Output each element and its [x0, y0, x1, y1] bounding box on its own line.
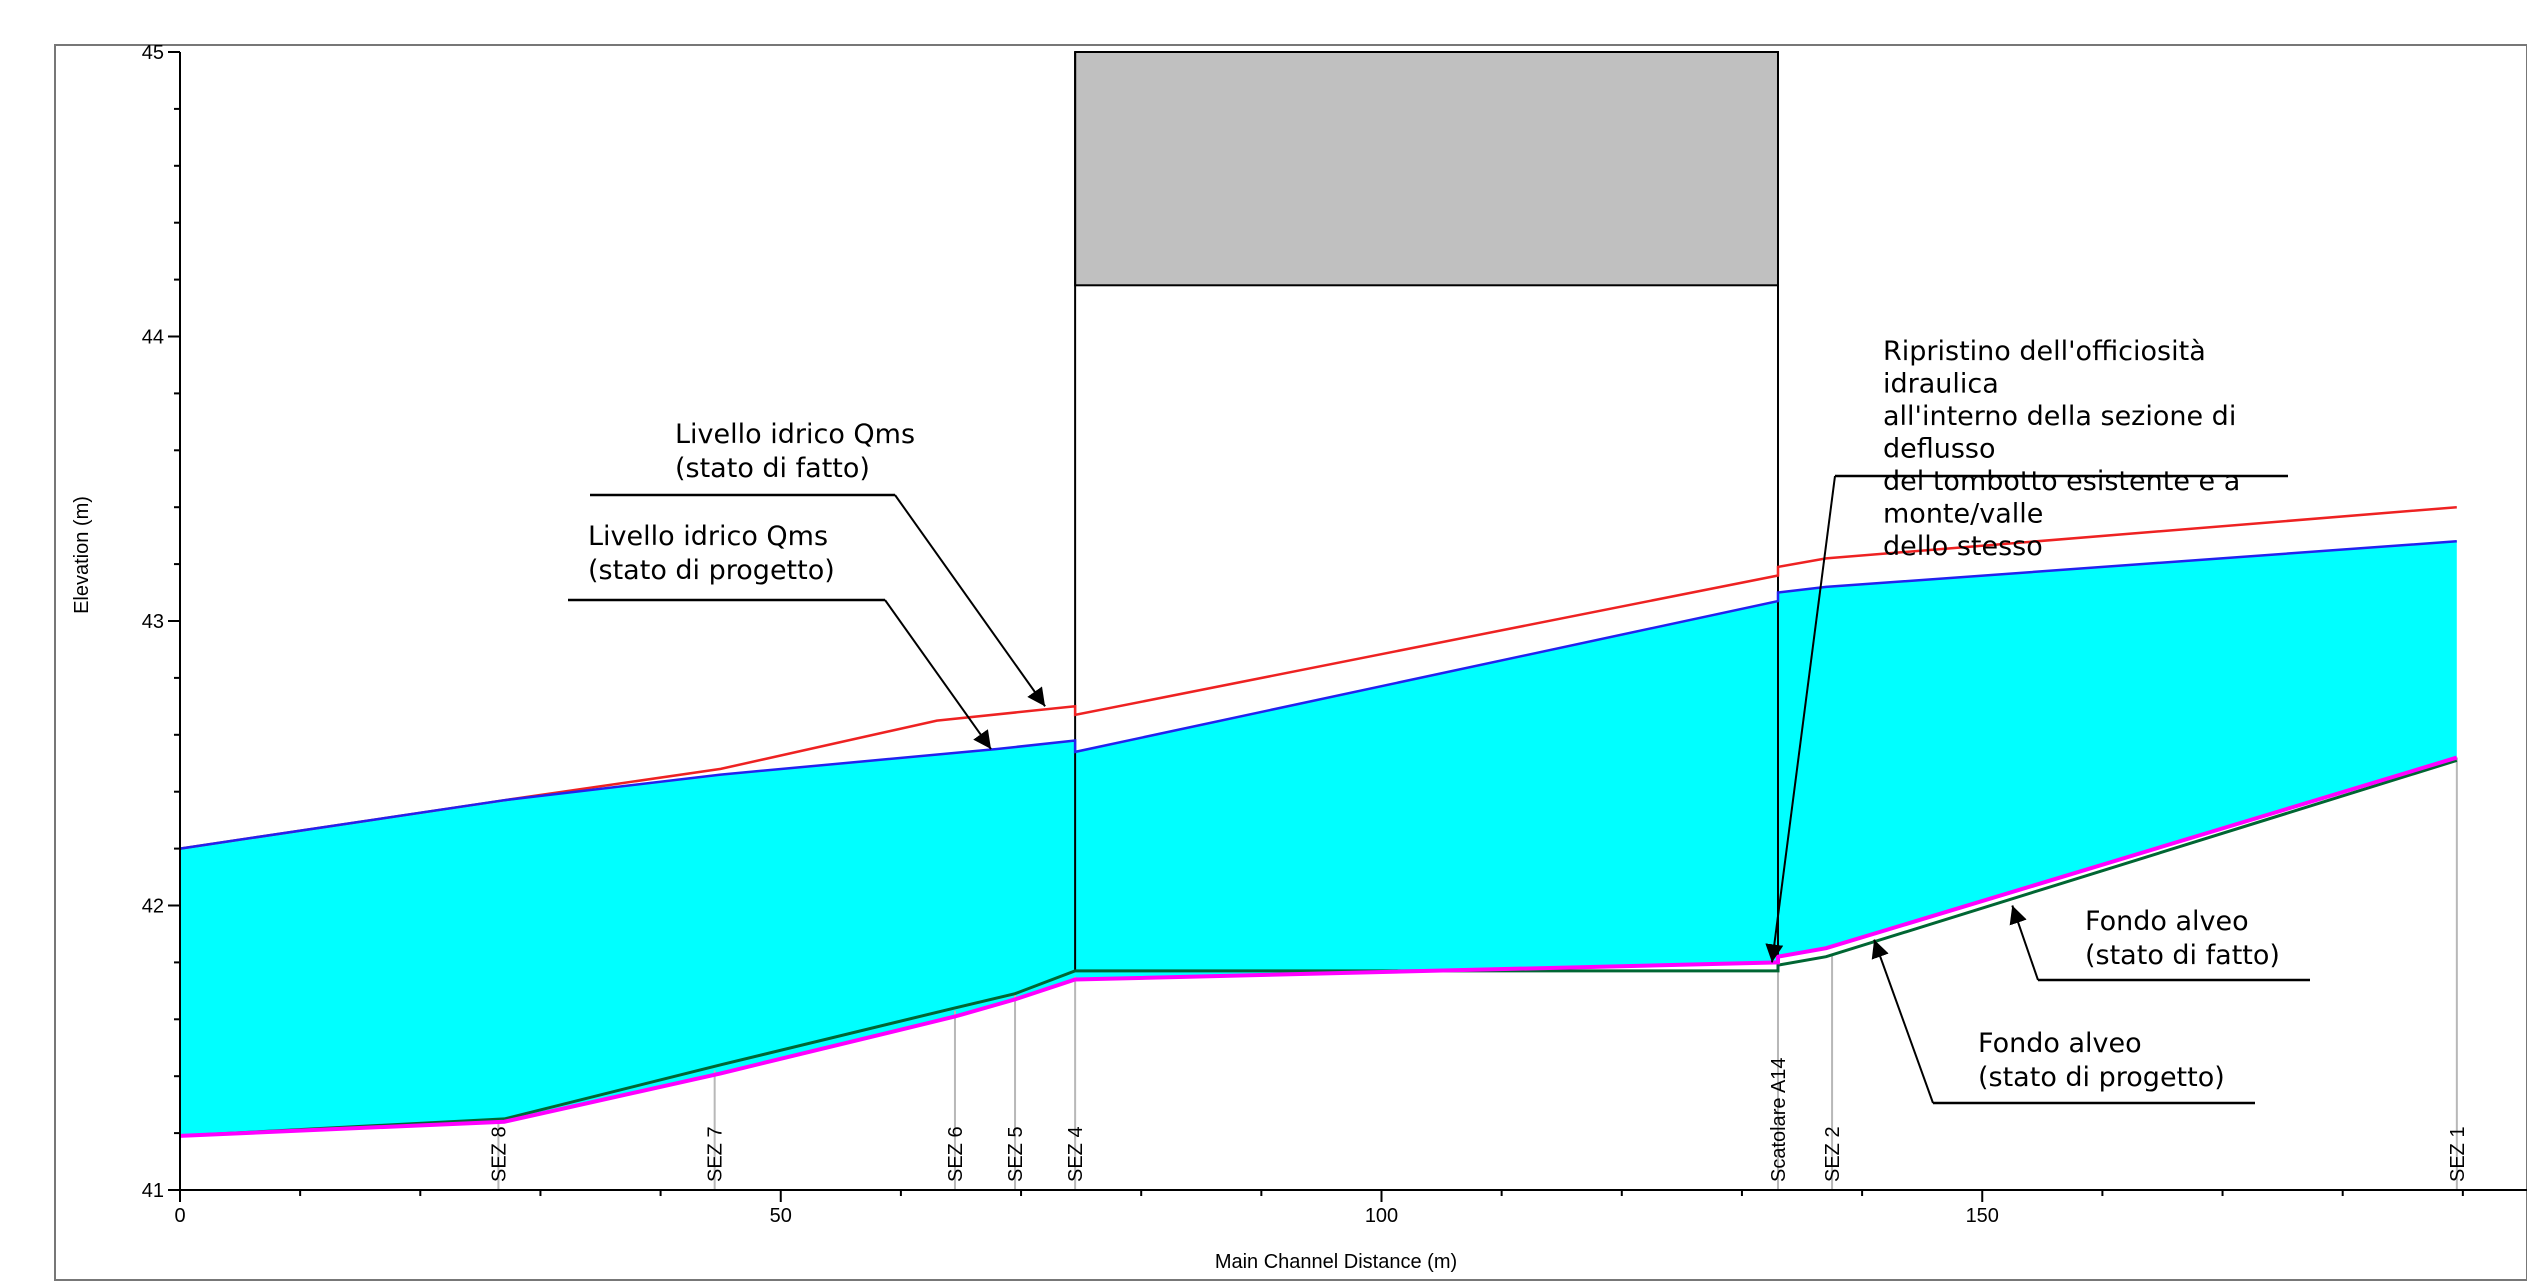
annotation-line: Fondo alveo [2085, 906, 2249, 937]
y-tick-label: 43 [142, 611, 164, 633]
annotation-text: Fondo alveo (stato di progetto) [1978, 1028, 2225, 1093]
annotation-line: del tombotto esistente e a [1883, 466, 2240, 497]
annotation-line: (stato di progetto) [1978, 1062, 2225, 1093]
water-surface-project-line [179, 540, 2457, 850]
annotation-leader-arrow [1765, 475, 1836, 963]
x-tick-label: 0 [174, 1205, 185, 1227]
annotation-line: (stato di fatto) [675, 453, 870, 484]
profile-lines-layer [179, 505, 2458, 1138]
bed-project-line [179, 755, 2458, 1138]
annotation-line: deflusso [1883, 434, 1996, 465]
cross-section-label: SEZ 5 [1005, 1126, 1027, 1182]
annotation-text: Livello idrico Qms (stato di fatto) [675, 419, 915, 484]
y-tick-label: 42 [142, 896, 164, 918]
cross-section-label: SEZ 6 [945, 1126, 967, 1182]
cross-section-label: SEZ 8 [488, 1126, 510, 1182]
culvert-deck [1074, 51, 1779, 287]
cross-section-label: SEZ 7 [705, 1126, 727, 1182]
y-tick-label: 41 [142, 1180, 164, 1202]
x-tick-label: 50 [770, 1205, 792, 1227]
annotation-line: dello stesso [1883, 531, 2043, 562]
annotation-line: Ripristino dell'officiosità [1883, 336, 2206, 367]
annotation-leader-arrow [1871, 939, 1934, 1104]
annotation-leader-arrow [894, 494, 1046, 707]
annotation-layer: Livello idrico Qms (stato di fatto)Livell… [568, 336, 2310, 1105]
annotation-leader-arrow [884, 599, 992, 750]
annotation-line: Fondo alveo [1978, 1028, 2142, 1059]
water-surface-existing-line [179, 505, 2457, 850]
annotation-text: Fondo alveo (stato di fatto) [2085, 906, 2280, 971]
cross-section-label: SEZ 2 [1822, 1126, 1844, 1182]
annotation-text: Livello idrico Qms (stato di progetto) [588, 521, 835, 586]
y-tick-label: 44 [142, 327, 164, 349]
water-fill-layer [180, 541, 2457, 1136]
y-axis-title: Elevation (m) [71, 496, 93, 614]
x-tick-label: 150 [1966, 1205, 1999, 1227]
y-tick-label: 45 [142, 42, 164, 64]
x-tick-label: 100 [1365, 1205, 1398, 1227]
annotation-text: Ripristino dell'officiosità idraulica all'… [1883, 336, 2240, 562]
annotation-line: Livello idrico Qms [675, 419, 915, 450]
x-axis-title: Main Channel Distance (m) [1215, 1251, 1457, 1273]
annotation-leader-arrow [2009, 905, 2039, 981]
annotation-line: monte/valle [1883, 499, 2043, 530]
culvert-layer [1074, 51, 1779, 971]
annotation-line: (stato di progetto) [588, 555, 835, 586]
axes-layer: 4142434445050100150200 [142, 42, 2527, 1227]
annotation-line: Livello idrico Qms [588, 521, 828, 552]
plot-frame [54, 44, 2527, 1281]
cross-section-label: SEZ 1 [2447, 1126, 2469, 1182]
annotation-line: all'interno della sezione di [1883, 401, 2236, 432]
cross-section-label: Scatolare A14 [1768, 1057, 1790, 1182]
bed-existing-line [179, 758, 2458, 1138]
cross-section-label: SEZ 4 [1065, 1126, 1087, 1182]
annotation-line: idraulica [1883, 369, 1999, 400]
cross-section-layer: SEZ 8 SEZ 7 SEZ 6 SEZ 5 SEZ 4 Scatolare A14 SE… [488, 757, 2469, 1190]
annotation-line: (stato di fatto) [2085, 940, 2280, 971]
water-fill-area [180, 541, 2457, 1136]
